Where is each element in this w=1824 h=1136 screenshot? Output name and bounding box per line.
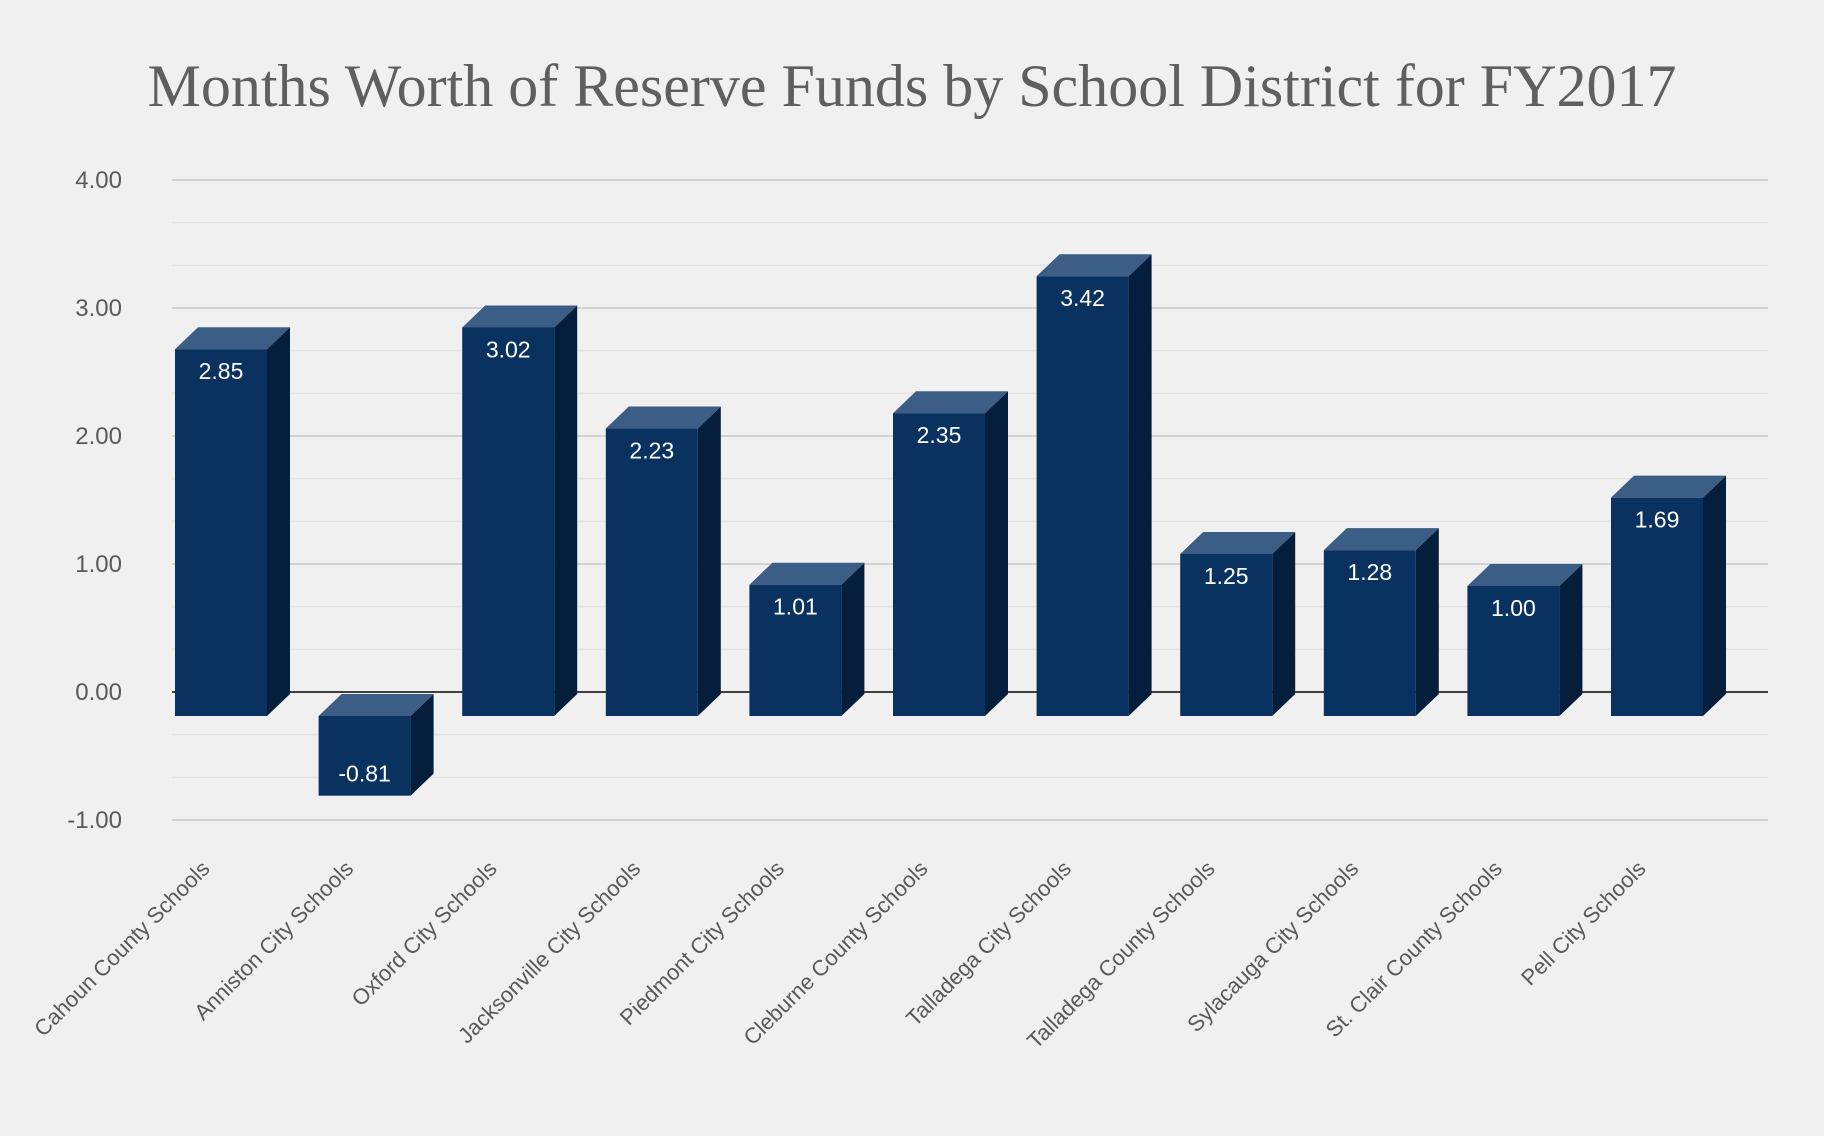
data-label: 2.35 [917, 422, 962, 448]
y-tick-label: 2.00 [75, 423, 122, 450]
bar-side [985, 391, 1008, 716]
bar-front [1036, 276, 1129, 716]
y-tick-label: 1.00 [75, 551, 122, 578]
y-tick-label: 3.00 [75, 295, 122, 322]
data-label: -0.81 [338, 761, 390, 787]
bar-side [1128, 254, 1152, 717]
bar-side [697, 406, 721, 716]
category-label: Cahoun County Schools [29, 856, 214, 1041]
bar-side [1703, 475, 1726, 716]
data-label: 2.85 [199, 358, 244, 384]
category-label: Pell City Schools [1516, 856, 1650, 990]
bar-top [749, 562, 865, 585]
category-label: Talladega City Schools [901, 856, 1076, 1031]
bar-side [1272, 532, 1296, 716]
data-label: 1.00 [1491, 595, 1536, 621]
bar [1180, 532, 1296, 716]
bar [1323, 528, 1439, 716]
bar [1467, 564, 1583, 716]
bar-side [410, 694, 434, 796]
bar [1611, 475, 1726, 716]
chart-title: Months Worth of Reserve Funds by School … [147, 53, 1677, 119]
bar-layer [175, 254, 1726, 796]
y-tick-label: -1.00 [67, 807, 122, 834]
bar-side [554, 305, 578, 716]
bar [605, 406, 721, 716]
bar-front [318, 716, 411, 796]
bar-front [1180, 554, 1273, 716]
category-label: Piedmont City Schools [615, 856, 789, 1030]
y-tick-label: 0.00 [75, 679, 122, 706]
bar-top [1323, 528, 1439, 551]
bar-front [1611, 497, 1703, 716]
bar-top [1180, 532, 1296, 554]
data-label: 1.01 [773, 594, 818, 620]
bar-side [267, 327, 290, 716]
data-label: 2.23 [629, 438, 674, 464]
bar [749, 562, 865, 716]
bar [175, 327, 290, 716]
bar-top [1036, 254, 1152, 277]
data-label: 1.25 [1204, 563, 1249, 589]
y-axis-ticks: 4.00 3.00 2.00 1.00 0.00 -1.00 [67, 167, 122, 834]
bar-front [175, 349, 267, 716]
bar-top [1611, 475, 1726, 498]
bar-front [893, 413, 985, 716]
bar-front [1467, 586, 1560, 716]
bar-top [462, 305, 578, 328]
bar-side [841, 562, 865, 716]
y-tick-label: 4.00 [75, 167, 122, 194]
bar [318, 694, 434, 796]
bar-front [462, 327, 555, 716]
bar-top [1467, 564, 1583, 586]
bar-top [605, 406, 721, 429]
category-label: Oxford City Schools [347, 856, 502, 1011]
data-label: 1.69 [1635, 507, 1680, 533]
data-label: 3.02 [486, 336, 531, 362]
bar-front [749, 584, 842, 716]
bar-front [1323, 550, 1416, 716]
data-label-layer: 2.85 -0.81 3.02 2.23 1.01 2.35 3.42 1.25 1.28 1.0… [199, 285, 1680, 786]
bar-side [1559, 564, 1583, 716]
bar-top [893, 391, 1008, 414]
bar-top [175, 327, 290, 350]
bar [1036, 254, 1152, 717]
bar [462, 305, 578, 716]
bar-front [605, 428, 698, 716]
data-label: 3.42 [1060, 285, 1105, 311]
bar [893, 391, 1008, 716]
data-label: 1.28 [1347, 559, 1392, 585]
bar-side [1415, 528, 1439, 716]
category-label: Anniston City Schools [189, 856, 358, 1025]
bar-top [318, 694, 434, 716]
